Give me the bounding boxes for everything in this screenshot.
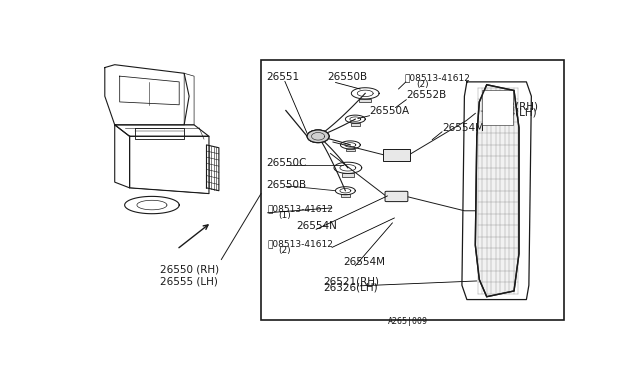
Text: 26551: 26551 — [266, 73, 300, 83]
Text: 26558(LH): 26558(LH) — [482, 108, 536, 118]
Text: A265|009: A265|009 — [388, 317, 428, 326]
Text: (1): (1) — [278, 211, 291, 219]
Text: 26550B: 26550B — [266, 180, 306, 190]
FancyBboxPatch shape — [383, 149, 410, 161]
FancyBboxPatch shape — [351, 123, 360, 126]
Text: 26550C: 26550C — [266, 158, 307, 169]
Circle shape — [307, 130, 329, 142]
Text: 26553(RH): 26553(RH) — [482, 101, 538, 111]
Text: 26550 (RH)
26555 (LH): 26550 (RH) 26555 (LH) — [159, 264, 219, 286]
Polygon shape — [482, 90, 513, 125]
Text: (2): (2) — [278, 246, 291, 255]
Text: 26550A: 26550A — [369, 106, 410, 116]
Text: 26550B: 26550B — [327, 73, 367, 83]
Polygon shape — [476, 85, 519, 297]
FancyBboxPatch shape — [385, 191, 408, 202]
Circle shape — [307, 130, 329, 142]
FancyBboxPatch shape — [359, 99, 371, 102]
FancyBboxPatch shape — [346, 149, 355, 151]
Text: (2): (2) — [416, 80, 429, 89]
Text: 26554M: 26554M — [343, 257, 385, 267]
FancyBboxPatch shape — [341, 195, 350, 197]
Text: Ⓝ08513-41612: Ⓝ08513-41612 — [268, 240, 333, 248]
Text: 26554N: 26554N — [296, 221, 337, 231]
Text: 26521(RH): 26521(RH) — [323, 276, 379, 286]
Text: Ⓝ08513-41612: Ⓝ08513-41612 — [405, 73, 471, 83]
Text: Ⓝ08513-41612: Ⓝ08513-41612 — [268, 204, 333, 214]
Text: 26554M: 26554M — [442, 122, 484, 132]
Text: 26552B: 26552B — [406, 90, 447, 100]
Text: 26326(LH): 26326(LH) — [323, 282, 378, 292]
FancyBboxPatch shape — [342, 173, 354, 177]
